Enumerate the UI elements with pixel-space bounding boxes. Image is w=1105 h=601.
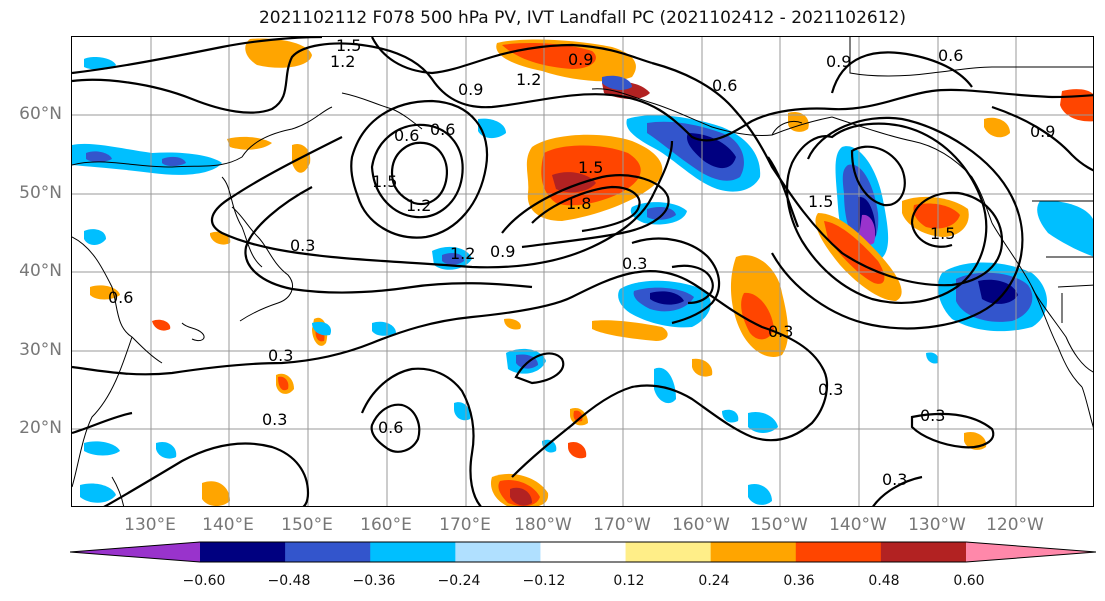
colorbar-segment — [200, 542, 286, 562]
contour-label: 0.3 — [768, 322, 793, 341]
colorbar-segment — [710, 542, 797, 562]
colorbar-tick: −0.36 — [352, 573, 396, 589]
lon-label: 130°W — [908, 515, 966, 535]
colorbar-segment — [625, 542, 712, 562]
contour-label: 0.3 — [622, 254, 647, 273]
contour-label: 0.6 — [938, 46, 963, 65]
lon-label: 180°W — [514, 515, 572, 535]
colorbar-tick: 0.48 — [868, 573, 900, 589]
contour-label: 0.9 — [826, 52, 851, 71]
contour-label: 1.5 — [578, 158, 603, 177]
lat-label: 40°N — [19, 261, 62, 281]
colorbar-tick: 0.12 — [613, 573, 645, 589]
colorbar-tick: −0.60 — [182, 573, 226, 589]
contour-label: 0.6 — [378, 418, 403, 437]
pv-contours — [72, 37, 1093, 506]
colorbar-tick: −0.24 — [437, 573, 481, 589]
colorbar-segments — [70, 541, 1096, 563]
contour-label: 0.9 — [1030, 122, 1055, 141]
contour-label: 0.6 — [394, 126, 419, 145]
contour-label: 1.2 — [516, 70, 541, 89]
contour-label: 1.2 — [450, 244, 475, 263]
colorbar-tick: −0.12 — [522, 573, 566, 589]
colorbar-segment — [795, 542, 882, 562]
contour-label: 1.8 — [566, 194, 591, 213]
lon-label: 150°W — [750, 515, 808, 535]
lat-label: 20°N — [19, 418, 62, 438]
graticule — [72, 37, 1093, 506]
lon-label: 140°W — [829, 515, 887, 535]
colorbar-segment — [285, 542, 371, 562]
map-svg: 1.5 1.2 0.9 0.6 0.9 0.6 0.6 1.2 1.5 0.6 … — [72, 37, 1093, 506]
contour-label: 0.3 — [818, 380, 843, 399]
contour-label: 0.3 — [262, 410, 287, 429]
colorbar — [70, 541, 1096, 563]
colorbar-tick: 0.36 — [783, 573, 815, 589]
colorbar-segment — [966, 542, 1096, 562]
lon-label: 140°E — [202, 515, 254, 535]
contour-labels: 1.5 1.2 0.9 0.6 0.9 0.6 0.6 1.2 1.5 0.6 … — [108, 37, 1055, 489]
contour-label: 0.6 — [712, 76, 737, 95]
lon-label: 120°W — [986, 515, 1044, 535]
lon-label: 170°W — [593, 515, 651, 535]
contour-label: 0.9 — [490, 242, 515, 261]
map-title: 2021102112 F078 500 hPa PV, IVT Landfall… — [258, 8, 906, 28]
map-panel: 1.5 1.2 0.9 0.6 0.9 0.6 0.6 1.2 1.5 0.6 … — [71, 36, 1094, 507]
contour-label: 1.2 — [330, 52, 355, 71]
lon-label: 160°W — [672, 515, 730, 535]
colorbar-tick: 0.60 — [953, 573, 985, 589]
colorbar-segment — [370, 542, 456, 562]
colorbar-segment — [70, 542, 200, 562]
contour-label: 0.9 — [568, 50, 593, 69]
contour-label: 1.5 — [808, 192, 833, 211]
contour-label: 0.6 — [430, 120, 455, 139]
contour-label: 0.3 — [268, 346, 293, 365]
lon-label: 160°E — [360, 515, 412, 535]
lon-label: 150°E — [281, 515, 333, 535]
contour-label: 0.3 — [920, 406, 945, 425]
colorbar-segment — [880, 542, 967, 562]
contour-label: 0.6 — [108, 288, 133, 307]
contour-label: 1.2 — [406, 196, 431, 215]
contour-label: 1.5 — [372, 172, 397, 191]
lon-label: 130°E — [124, 515, 176, 535]
contour-label: 0.9 — [458, 80, 483, 99]
lon-label: 170°E — [439, 515, 491, 535]
contour-label: 1.5 — [930, 224, 955, 243]
colorbar-segment — [540, 542, 627, 562]
coastlines — [72, 37, 1093, 506]
contour-label: 0.3 — [882, 470, 907, 489]
colorbar-tick: −0.48 — [267, 573, 311, 589]
lat-label: 30°N — [19, 340, 62, 360]
colorbar-outline — [70, 541, 1096, 563]
contour-label: 1.5 — [336, 37, 361, 55]
lat-label: 50°N — [19, 183, 62, 203]
lat-label: 60°N — [19, 104, 62, 124]
colorbar-segment — [455, 542, 541, 562]
colorbar-tick: 0.24 — [698, 573, 730, 589]
contour-label: 0.3 — [290, 236, 315, 255]
